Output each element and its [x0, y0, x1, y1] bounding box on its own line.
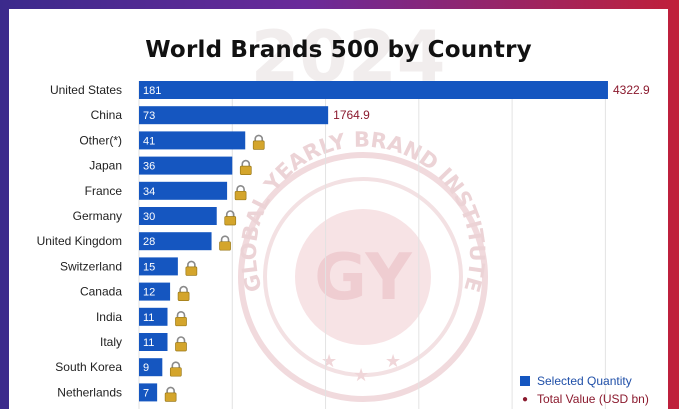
- lock-shackle: [176, 311, 186, 318]
- category-label: Japan: [89, 159, 122, 173]
- bar-value-label: 11: [143, 337, 154, 349]
- lock-icon: [239, 159, 252, 175]
- lock-body: [169, 367, 182, 377]
- bar-value-label: 15: [143, 261, 155, 273]
- lock-shackle: [220, 235, 230, 243]
- lock-icon: [169, 361, 182, 377]
- bar: [139, 282, 171, 301]
- bar-value-label: 181: [143, 85, 161, 97]
- bar: [139, 358, 163, 377]
- lock-shackle: [166, 386, 175, 394]
- bar: [139, 106, 329, 125]
- bar: [139, 81, 608, 99]
- lock-icon: [224, 210, 237, 226]
- lock-shackle: [236, 185, 245, 192]
- lock-body: [239, 165, 252, 175]
- lock-icon: [175, 311, 187, 327]
- lock-body: [252, 140, 265, 150]
- lock-body: [175, 342, 187, 352]
- legend-swatch: [520, 376, 530, 386]
- chart-title: World Brands 500 by Country: [145, 37, 532, 63]
- bar-value-label: 11: [143, 312, 154, 324]
- bar: [139, 307, 168, 326]
- lock-body: [164, 392, 177, 402]
- total-value-label: 1764.9: [333, 108, 370, 122]
- lock-shackle: [254, 134, 264, 142]
- category-label: China: [91, 108, 123, 122]
- lock-shackle: [179, 285, 188, 293]
- bar: [139, 181, 228, 200]
- legend-item-selected-quantity: Selected Quantity: [520, 372, 649, 390]
- bar: [139, 207, 217, 225]
- lock-icon: [234, 185, 247, 201]
- bar-value-label: 34: [143, 186, 155, 198]
- lock-shackle: [176, 336, 186, 343]
- legend-label-selected-quantity: Selected Quantity: [537, 374, 632, 388]
- lock-icon: [164, 386, 177, 402]
- chart-legend: Selected Quantity ● Total Value (USD bn): [520, 372, 649, 408]
- category-label: India: [96, 310, 122, 324]
- total-value-label: 4322.9: [613, 83, 650, 97]
- bar: [139, 333, 168, 351]
- lock-shackle: [241, 159, 251, 167]
- legend-item-total-value: ● Total Value (USD bn): [520, 390, 649, 408]
- bar: [139, 232, 212, 251]
- bar-value-label: 30: [143, 211, 155, 223]
- lock-body: [234, 190, 247, 201]
- chart-card: 2024 GY GLOBAL YEARLY BRAND INSTITUTE ★ …: [9, 9, 668, 409]
- lock-shackle: [225, 210, 235, 217]
- lock-icon: [219, 235, 231, 251]
- bar: [139, 383, 158, 402]
- lock-body: [175, 316, 187, 327]
- lock-body: [224, 216, 237, 226]
- category-label: Netherlands: [57, 385, 122, 399]
- lock-icon: [185, 260, 198, 276]
- legend-dot-icon: ●: [521, 393, 529, 405]
- legend-label-total-value: Total Value (USD bn): [537, 392, 649, 406]
- lock-shackle: [171, 361, 181, 369]
- category-label: Germany: [73, 209, 122, 223]
- lock-icon: [252, 134, 265, 150]
- bar-value-label: 9: [143, 362, 149, 374]
- bar-chart: United States 181 4322.9 China 73 1764.9 Other…: [37, 81, 650, 409]
- bar-value-label: 28: [143, 236, 155, 248]
- category-label: South Korea: [55, 360, 122, 374]
- bar-value-label: 41: [143, 135, 155, 147]
- category-label: United States: [50, 83, 122, 97]
- bar-value-label: 7: [143, 387, 149, 399]
- lock-body: [177, 291, 190, 301]
- bar: [139, 156, 233, 175]
- bar-value-label: 36: [143, 161, 155, 173]
- category-label: Italy: [100, 335, 122, 349]
- lock-icon: [177, 285, 190, 301]
- category-label: Other(*): [79, 133, 122, 147]
- bar: [139, 257, 178, 276]
- bar-value-label: 12: [143, 287, 155, 299]
- lock-icon: [175, 336, 187, 352]
- lock-body: [219, 241, 231, 251]
- lock-shackle: [187, 260, 196, 268]
- category-label: United Kingdom: [37, 234, 122, 248]
- category-label: Switzerland: [60, 259, 122, 273]
- bar-value-label: 73: [143, 110, 155, 122]
- bar: [139, 131, 246, 150]
- category-label: France: [85, 184, 123, 198]
- category-label: Canada: [80, 285, 122, 299]
- lock-body: [185, 266, 198, 276]
